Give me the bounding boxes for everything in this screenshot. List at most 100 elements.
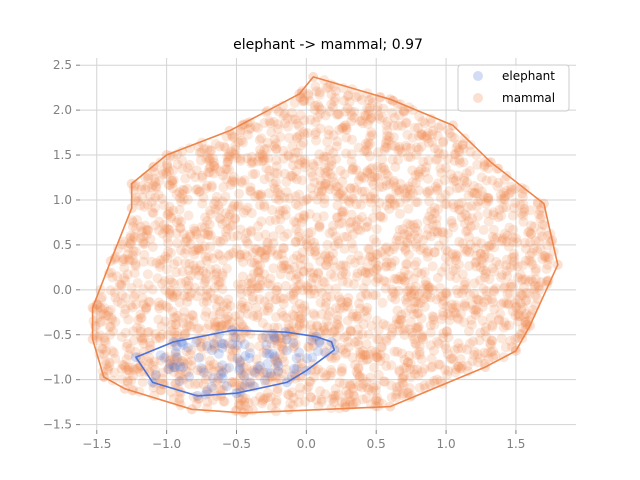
point-mammal [397,390,408,401]
point-mammal [177,189,188,199]
point-mammal [135,326,146,337]
point-mammal [293,280,304,291]
point-mammal [213,294,224,305]
point-mammal [267,371,278,382]
point-elephant [213,348,224,359]
point-mammal [256,189,267,200]
point-mammal [420,118,430,129]
point-mammal [197,172,208,183]
point-mammal [398,105,409,116]
point-mammal [317,276,328,287]
point-mammal [542,240,553,251]
point-mammal [259,253,270,264]
point-mammal [539,251,550,262]
point-mammal [423,188,433,198]
point-mammal [479,297,489,308]
point-mammal [511,233,522,244]
point-mammal [417,367,428,378]
point-mammal [454,146,465,157]
point-mammal [152,273,163,284]
point-mammal [318,153,329,164]
point-mammal [412,290,423,301]
point-mammal [302,241,313,252]
point-mammal [542,260,553,270]
point-mammal [264,171,275,182]
point-mammal [101,310,112,321]
point-mammal [143,280,154,291]
point-mammal [381,361,392,371]
point-mammal [372,172,383,183]
point-mammal [352,216,362,227]
point-mammal [233,392,244,403]
point-mammal [243,278,254,289]
point-mammal [492,232,502,243]
point-mammal [389,175,400,186]
point-mammal [175,222,185,233]
point-mammal [103,310,114,321]
point-mammal [292,250,303,261]
point-mammal [187,309,198,320]
point-mammal [212,334,223,344]
point-mammal [421,130,432,141]
point-mammal [374,181,385,192]
point-mammal [515,311,526,321]
point-mammal [178,194,189,205]
point-mammal [417,332,428,343]
point-mammal [416,330,427,340]
point-mammal [105,285,116,296]
point-mammal [475,275,485,286]
point-mammal [431,294,442,305]
point-mammal [431,213,442,224]
point-mammal [487,175,498,186]
point-mammal [112,271,122,282]
point-mammal [132,278,143,288]
point-mammal [305,376,316,387]
point-mammal [263,153,274,164]
point-mammal [195,260,206,271]
point-mammal [339,169,350,180]
point-mammal [184,291,195,302]
point-mammal [161,351,172,362]
point-mammal [221,363,232,374]
point-mammal [361,305,372,316]
point-mammal [172,256,183,267]
point-mammal [448,265,459,276]
point-mammal [236,368,247,379]
point-mammal [155,259,165,270]
point-elephant [221,381,232,392]
point-mammal [287,114,298,125]
point-mammal [483,195,494,206]
point-mammal [205,153,215,164]
point-mammal [361,393,372,404]
point-mammal [107,314,118,325]
point-mammal [541,264,552,274]
point-mammal [389,288,400,299]
point-mammal [487,231,498,242]
point-mammal [489,266,500,277]
point-mammal [307,324,318,335]
point-elephant [272,357,283,368]
point-mammal [177,164,188,174]
point-mammal [247,169,258,180]
point-mammal [315,180,326,191]
point-mammal [278,298,289,309]
point-mammal [225,249,236,260]
point-mammal [501,260,512,271]
point-mammal [176,364,186,375]
point-mammal [371,249,382,260]
point-mammal [277,352,288,363]
point-elephant [255,361,265,371]
point-mammal [442,308,453,319]
point-mammal [464,247,475,257]
point-mammal [263,188,274,199]
point-mammal [300,234,311,245]
point-mammal [200,212,211,223]
point-mammal [101,346,112,357]
point-mammal [213,249,224,259]
point-mammal [201,268,211,279]
point-mammal [179,306,190,317]
point-mammal [342,315,353,326]
point-mammal [490,283,501,294]
point-mammal [306,277,317,288]
point-mammal [215,385,226,395]
